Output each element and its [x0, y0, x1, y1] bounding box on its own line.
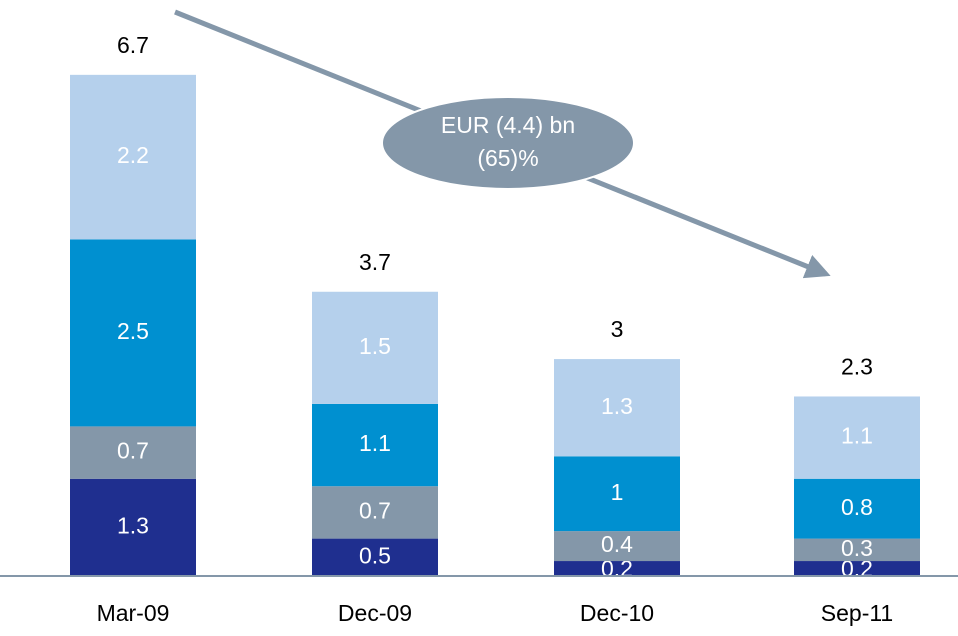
data-label: 0.7 — [359, 497, 391, 523]
total-label: 6.7 — [117, 32, 149, 58]
data-label: 1.5 — [359, 333, 391, 359]
data-label: 0.8 — [841, 494, 873, 520]
x-tick-label: Sep-11 — [821, 600, 893, 626]
bar-segment — [70, 478, 196, 576]
data-label: 1.1 — [841, 423, 873, 449]
total-label: 3 — [611, 316, 624, 342]
data-label: 2.2 — [117, 142, 149, 168]
annotation-bubble — [381, 96, 635, 190]
bar-segment — [794, 396, 920, 479]
data-label: 0.5 — [359, 542, 391, 568]
total-label: 2.3 — [841, 354, 873, 380]
bar-segment — [554, 561, 680, 576]
data-label: 0.3 — [841, 535, 873, 561]
bar-segment — [70, 426, 196, 479]
bar-segment — [70, 239, 196, 427]
data-label: 0.7 — [117, 438, 149, 464]
bar-segment — [794, 538, 920, 562]
data-label: 0.4 — [601, 531, 633, 557]
bar-segment — [794, 478, 920, 539]
data-label: 1 — [611, 479, 624, 505]
bar-segment — [554, 531, 680, 562]
x-tick-label: Dec-10 — [580, 600, 654, 626]
x-tick-label: Mar-09 — [97, 600, 170, 626]
bar-segment — [312, 403, 438, 487]
annotation: EUR (4.4) bn — [441, 112, 575, 138]
bar-segment — [312, 538, 438, 576]
bar-segment — [794, 561, 920, 576]
bar-segment — [554, 456, 680, 532]
x-tick-label: Dec-09 — [338, 600, 412, 626]
bar-segment — [312, 291, 438, 404]
data-label: 1.1 — [359, 430, 391, 456]
annotation: (65)% — [477, 145, 538, 171]
data-label: 1.3 — [117, 512, 149, 538]
total-label: 3.7 — [359, 249, 391, 275]
data-label: 1.3 — [601, 393, 633, 419]
bar-segment — [70, 74, 196, 240]
bar-segment — [554, 359, 680, 457]
data-label: 2.5 — [117, 318, 149, 344]
bar-segment — [312, 486, 438, 539]
